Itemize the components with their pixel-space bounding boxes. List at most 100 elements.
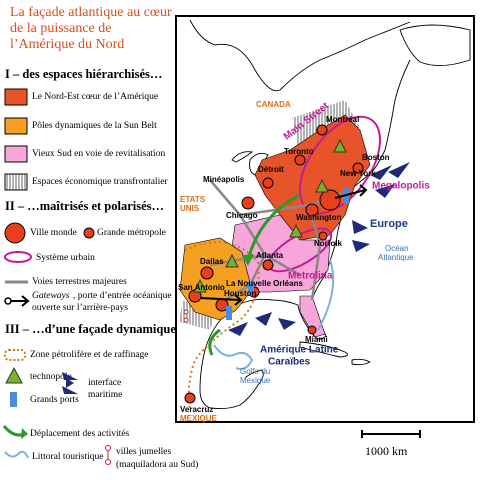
greenland [399, 24, 471, 66]
activity-shift [208, 328, 221, 356]
legend-item: Grande métropole [97, 228, 166, 238]
map-label: La Nouvelle Orléans [226, 279, 303, 288]
map-label: UNIS [180, 204, 200, 213]
technopole [315, 178, 329, 193]
coastline [189, 19, 411, 410]
legend-item: Le Nord-Est cœur de l’Amérique [32, 92, 158, 102]
metropolis [262, 177, 274, 189]
map-label: Minéapolis [203, 175, 245, 184]
oil-zone [184, 241, 260, 411]
symbol [105, 459, 111, 465]
map-label: Mexique [240, 376, 271, 385]
swatch [4, 145, 28, 163]
legend-item: villes jumelles [116, 447, 171, 457]
symbol [21, 428, 28, 439]
map-label: Chicago [226, 211, 258, 220]
transfrontier-region [180, 300, 215, 330]
symbol [21, 295, 30, 307]
twin-city [183, 317, 189, 323]
legend-item: Voies terrestres majeures [32, 277, 127, 287]
legend-item: Système urbain [36, 253, 95, 263]
map-label: Washington [296, 213, 342, 222]
metropolis [305, 203, 319, 217]
twin-city [183, 309, 189, 315]
symbol [83, 227, 95, 239]
legend-heading: I – des espaces hiérarchisés… [5, 67, 162, 81]
map-label: Dallas [200, 257, 224, 266]
symbol [10, 392, 17, 407]
legend-item: interface [88, 377, 121, 388]
map-label: Atlantique [378, 253, 414, 262]
title-line: de la puissance de [10, 21, 111, 36]
map-label: Amérique Latine [260, 345, 339, 356]
map-label: Océan [385, 244, 409, 253]
scale-label: 1000 km [365, 444, 408, 458]
swatch [4, 173, 28, 191]
legend-item: ouverte sur l’arrière-pays [32, 303, 128, 313]
title-line: La façade atlantique au cœur [10, 5, 172, 20]
map-label: New York [340, 169, 376, 178]
map-label: Atlanta [256, 251, 284, 260]
legend-item: Espaces économique transfrontalier [32, 176, 168, 187]
technopole [193, 278, 207, 293]
legend-item: Ville monde [30, 228, 77, 238]
port [226, 306, 232, 320]
port [248, 282, 254, 296]
map-label: Toronto [284, 147, 314, 156]
symbol [4, 450, 29, 459]
map-label: Veracruz [180, 405, 213, 414]
legend-item: Vieux Sud en voie de revitalisation [32, 149, 165, 159]
swatch [4, 117, 28, 135]
metropolis [294, 154, 306, 166]
title-line: l’Amérique du Nord [10, 37, 124, 52]
map-label: Metrolina [288, 271, 333, 282]
metropolis [352, 162, 364, 174]
legend-item: technopole [30, 372, 72, 382]
metropolis [184, 392, 196, 404]
gateway [334, 184, 368, 199]
symbol [2, 425, 25, 437]
activity-shift [242, 254, 254, 266]
legend-item: (maquiladora au Sud) [116, 459, 198, 470]
map-label: Boston [362, 153, 390, 162]
legend-heading: III – …d’une façade dynamique [5, 322, 176, 336]
map-label: Montréal [326, 115, 359, 124]
symbol [105, 445, 111, 451]
metropolis [200, 266, 214, 280]
symbol [4, 349, 26, 361]
world-city [319, 189, 341, 211]
map-label: Europe [370, 218, 408, 230]
tourist-coast [213, 344, 254, 370]
legend-item: Littoral touristique [32, 452, 104, 462]
technopole [225, 253, 239, 268]
symbol [62, 372, 78, 394]
legend-item: Déplacement des activités [30, 429, 129, 439]
islands [299, 341, 372, 366]
metropolis [307, 325, 317, 335]
metropolis [318, 231, 328, 241]
symbol [4, 222, 26, 244]
gateway [199, 294, 243, 306]
legend-item: Zone pétrolifère et de raffinage [30, 349, 149, 360]
map-label: ETATS [180, 195, 206, 204]
legend-item: Pôles dynamiques de la Sun Belt [32, 121, 157, 131]
map-label: CANADA [256, 100, 291, 109]
map-label: MEXIQUE [180, 414, 218, 423]
metropolis [241, 196, 255, 210]
legend-item: maritime [88, 390, 122, 400]
legend-heading: II – …maîtrisés et polarisés… [5, 199, 164, 213]
map-label: Miami [305, 335, 328, 344]
map: CANADA Main Street Montréal Toronto Bost… [175, 15, 475, 423]
map-label: Norfolk [314, 239, 343, 248]
tourist-coast [317, 259, 335, 331]
swatch [4, 88, 28, 106]
map-label: Megalopolis [372, 181, 430, 192]
symbol [4, 297, 12, 305]
metropolis [316, 124, 328, 136]
legend-item: , porte d’entrée océanique [73, 291, 172, 301]
legend-item: Gateways [32, 291, 70, 301]
map-label: Caraïbes [268, 357, 311, 368]
activity-shift [246, 193, 301, 261]
symbol [5, 366, 23, 384]
